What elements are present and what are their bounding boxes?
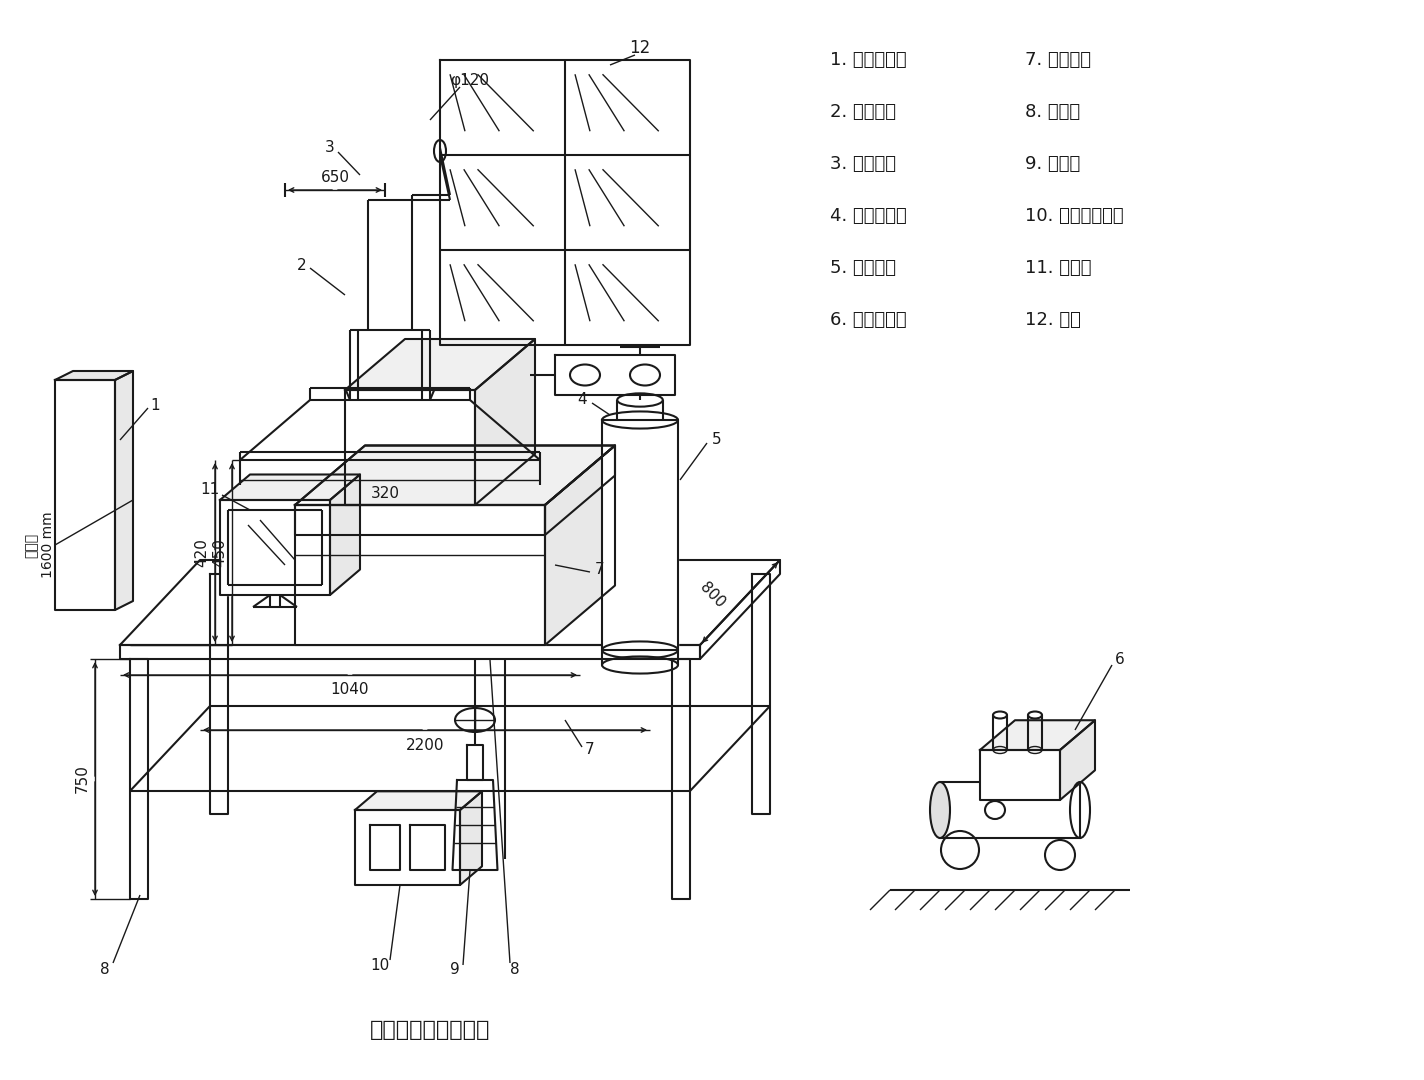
Text: 7: 7: [595, 563, 605, 578]
Text: 2. 风机支架: 2. 风机支架: [830, 103, 896, 121]
Text: 450: 450: [212, 538, 228, 567]
Polygon shape: [980, 750, 1059, 800]
Text: 7. 仪器主机: 7. 仪器主机: [1025, 51, 1091, 69]
Text: 5. 高纯乙炔: 5. 高纯乙炔: [830, 259, 896, 276]
Polygon shape: [209, 573, 228, 814]
Text: 650: 650: [320, 171, 349, 186]
Ellipse shape: [930, 782, 950, 838]
Text: 至地面
1600 mm: 至地面 1600 mm: [24, 512, 56, 578]
Text: 420: 420: [195, 538, 209, 567]
Text: 12. 窗户: 12. 窗户: [1025, 311, 1081, 329]
FancyBboxPatch shape: [940, 782, 1079, 838]
Polygon shape: [460, 792, 481, 885]
Polygon shape: [545, 445, 615, 535]
Text: 9: 9: [450, 962, 460, 977]
Text: 1040: 1040: [330, 683, 369, 698]
Polygon shape: [295, 445, 615, 505]
Polygon shape: [345, 390, 476, 505]
Text: 11: 11: [201, 483, 219, 498]
Polygon shape: [219, 474, 360, 500]
Text: 10: 10: [370, 958, 390, 972]
Polygon shape: [440, 60, 691, 345]
Polygon shape: [345, 339, 535, 390]
Text: 6. 空气压缩机: 6. 空气压缩机: [830, 311, 907, 329]
Polygon shape: [115, 372, 132, 610]
Polygon shape: [120, 561, 780, 645]
Polygon shape: [602, 420, 678, 650]
Polygon shape: [219, 500, 330, 595]
Polygon shape: [980, 720, 1095, 750]
Polygon shape: [701, 561, 780, 659]
Polygon shape: [476, 339, 535, 505]
Polygon shape: [672, 659, 691, 899]
Text: 12: 12: [629, 39, 651, 57]
Text: 4. 乙炔减压阀: 4. 乙炔减压阀: [830, 207, 907, 225]
Text: 4: 4: [577, 392, 587, 407]
Text: 11. 计算机: 11. 计算机: [1025, 259, 1092, 276]
Text: 10. 交流稳压电源: 10. 交流稳压电源: [1025, 207, 1124, 225]
Polygon shape: [355, 810, 460, 885]
Polygon shape: [56, 372, 132, 380]
Polygon shape: [545, 445, 615, 645]
Polygon shape: [56, 380, 115, 610]
Polygon shape: [355, 792, 481, 810]
Text: 8: 8: [510, 962, 520, 977]
Polygon shape: [467, 745, 483, 780]
Text: 320: 320: [370, 486, 400, 501]
Text: 5: 5: [712, 432, 722, 447]
Text: 1: 1: [150, 397, 159, 413]
Text: 2: 2: [298, 257, 306, 272]
Polygon shape: [295, 505, 545, 645]
Polygon shape: [453, 780, 497, 870]
Text: 9. 废液桶: 9. 废液桶: [1025, 156, 1081, 173]
Polygon shape: [370, 825, 400, 870]
Polygon shape: [130, 659, 148, 899]
Text: 750: 750: [74, 765, 90, 794]
Text: φ120: φ120: [450, 72, 490, 87]
Polygon shape: [752, 573, 770, 814]
Text: 2200: 2200: [406, 738, 444, 753]
Text: 附图一：平面布置图: 附图一：平面布置图: [370, 1020, 490, 1040]
Polygon shape: [1059, 720, 1095, 800]
Polygon shape: [410, 825, 444, 870]
Polygon shape: [555, 355, 675, 395]
Polygon shape: [330, 474, 360, 595]
Text: 3: 3: [325, 140, 335, 156]
Polygon shape: [120, 645, 701, 659]
Polygon shape: [295, 445, 615, 505]
Text: 3. 风机管道: 3. 风机管道: [830, 156, 896, 173]
Text: 800: 800: [696, 579, 728, 610]
Text: 7: 7: [585, 743, 595, 757]
Polygon shape: [295, 505, 545, 535]
Text: 1. 室内配电盘: 1. 室内配电盘: [830, 51, 907, 69]
Text: 8: 8: [100, 962, 110, 977]
Text: 6: 6: [1115, 652, 1125, 667]
Text: 8. 工作台: 8. 工作台: [1025, 103, 1081, 121]
